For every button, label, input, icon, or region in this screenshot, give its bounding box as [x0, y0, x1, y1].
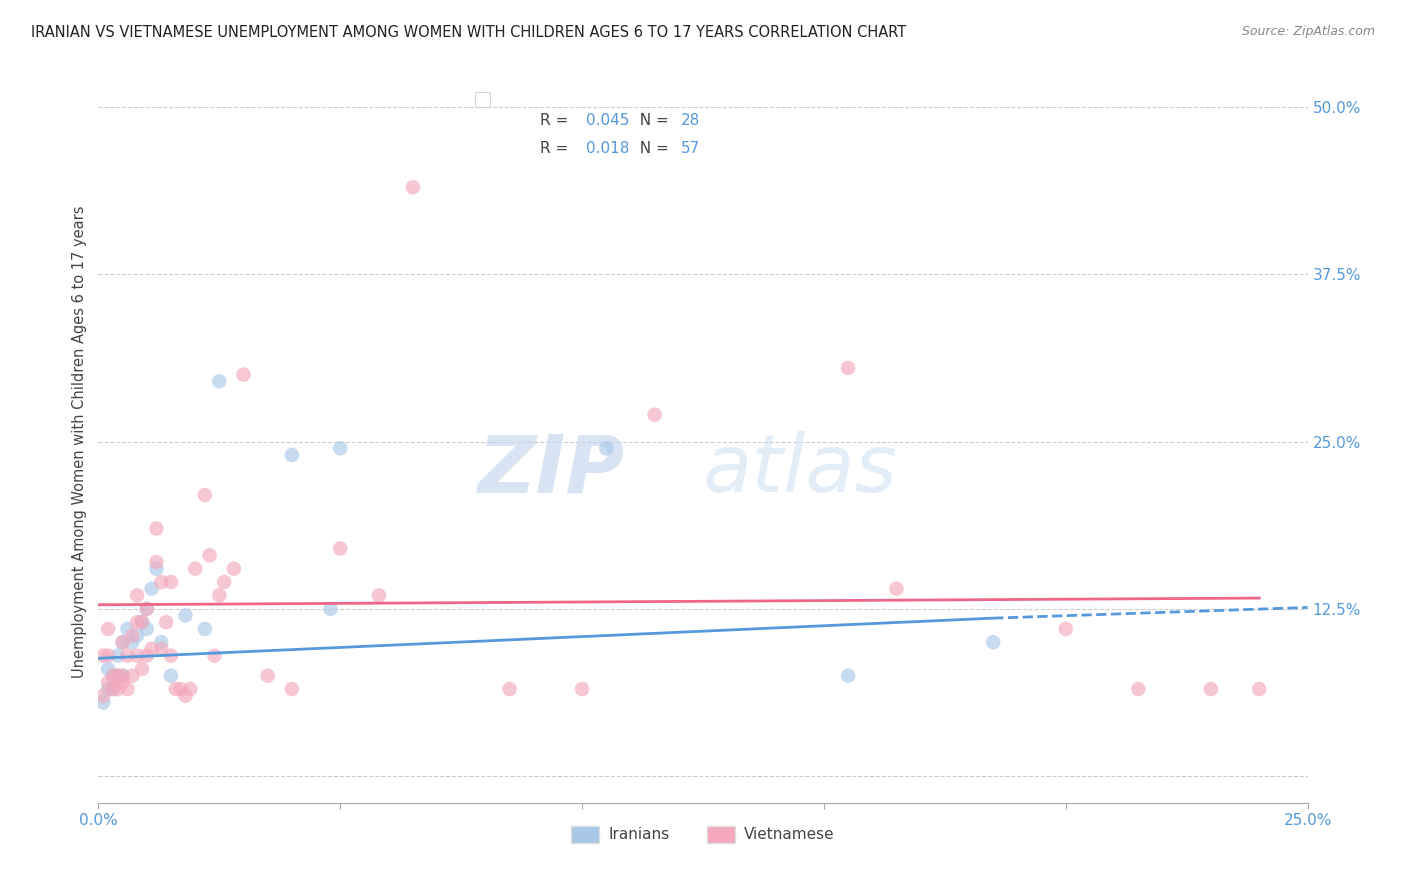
Point: [837, 669, 859, 683]
Point: [145, 562, 167, 576]
Point: [121, 669, 143, 683]
Point: [131, 662, 153, 676]
Text: R =: R =: [540, 112, 572, 128]
Point: [179, 681, 201, 696]
Point: [169, 681, 191, 696]
Point: [498, 681, 520, 696]
Point: [107, 648, 129, 663]
Point: [1249, 681, 1271, 696]
Point: [1054, 622, 1077, 636]
Point: [135, 602, 157, 616]
Point: [281, 448, 304, 462]
Point: [111, 635, 134, 649]
Legend: Iranians, Vietnamese: Iranians, Vietnamese: [565, 820, 841, 849]
Text: atlas: atlas: [703, 432, 897, 509]
Point: [131, 615, 153, 630]
Point: [160, 669, 183, 683]
Point: [165, 681, 187, 696]
Point: [141, 642, 163, 657]
Text: IRANIAN VS VIETNAMESE UNEMPLOYMENT AMONG WOMEN WITH CHILDREN AGES 6 TO 17 YEARS : IRANIAN VS VIETNAMESE UNEMPLOYMENT AMONG…: [31, 25, 907, 40]
Point: [150, 575, 173, 590]
Point: [222, 562, 245, 576]
Point: [329, 442, 352, 455]
Point: [981, 635, 1004, 649]
Point: [91, 696, 114, 710]
Point: [837, 361, 859, 376]
Point: [150, 642, 173, 657]
Point: [150, 635, 173, 649]
Point: [121, 629, 143, 643]
Point: [127, 615, 149, 630]
Point: [402, 180, 425, 194]
Point: [886, 582, 908, 596]
Point: [97, 648, 120, 663]
Point: [595, 442, 617, 455]
Point: [101, 669, 124, 683]
Point: [174, 608, 197, 623]
Text: 0.045: 0.045: [586, 112, 628, 128]
Point: [117, 681, 139, 696]
Point: [127, 629, 149, 643]
Point: [117, 622, 139, 636]
Point: [208, 375, 231, 389]
Point: [232, 368, 254, 382]
Point: [145, 521, 167, 535]
Point: [117, 648, 139, 663]
Point: [127, 589, 149, 603]
Text: 28: 28: [682, 112, 700, 128]
Point: [101, 681, 124, 696]
Point: [127, 648, 149, 663]
Point: [121, 635, 143, 649]
Point: [368, 589, 391, 603]
Text: 0.018: 0.018: [586, 142, 628, 156]
Point: [135, 648, 157, 663]
Text: N =: N =: [630, 112, 673, 128]
Text: 57: 57: [682, 142, 700, 156]
Point: [145, 555, 167, 569]
Point: [97, 681, 120, 696]
Point: [107, 669, 129, 683]
Point: [141, 582, 163, 596]
Point: [281, 681, 304, 696]
Point: [1128, 681, 1150, 696]
Text: ZIP: ZIP: [477, 432, 624, 509]
Point: [198, 548, 221, 563]
Point: [135, 602, 157, 616]
Point: [111, 669, 134, 683]
Point: [91, 689, 114, 703]
Point: [204, 648, 226, 663]
Point: [97, 675, 120, 690]
Point: [194, 622, 217, 636]
Y-axis label: Unemployment Among Women with Children Ages 6 to 17 years: Unemployment Among Women with Children A…: [72, 205, 87, 678]
Point: [184, 562, 207, 576]
Text: Source: ZipAtlas.com: Source: ZipAtlas.com: [1241, 25, 1375, 38]
Point: [644, 408, 666, 422]
Point: [91, 648, 114, 663]
Text: R =: R =: [540, 142, 572, 156]
Point: [571, 681, 593, 696]
Point: [256, 669, 278, 683]
Point: [1199, 681, 1222, 696]
Point: [212, 575, 235, 590]
Point: [131, 615, 153, 630]
Point: [111, 635, 134, 649]
Point: [174, 689, 197, 703]
Point: [329, 541, 352, 556]
Point: [155, 615, 177, 630]
Point: [194, 488, 217, 502]
Point: [111, 675, 134, 690]
Point: [111, 669, 134, 683]
Point: [97, 662, 120, 676]
Point: [160, 575, 183, 590]
Point: [107, 669, 129, 683]
Point: [101, 669, 124, 683]
Point: [160, 648, 183, 663]
Point: [107, 681, 129, 696]
Text: N =: N =: [630, 142, 673, 156]
Point: [319, 602, 342, 616]
Point: [101, 681, 124, 696]
Point: [97, 622, 120, 636]
Point: [135, 622, 157, 636]
Point: [208, 589, 231, 603]
